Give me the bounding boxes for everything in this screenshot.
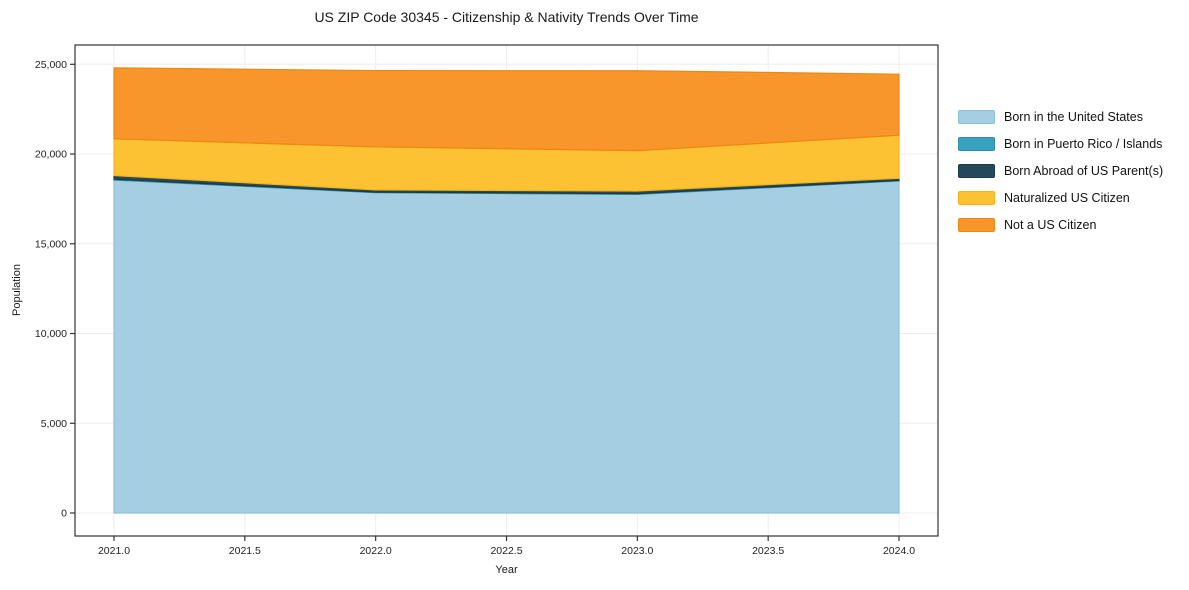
legend: Born in the United States Born in Puerto … <box>958 103 1163 238</box>
x-tick-label: 2021.5 <box>229 545 261 557</box>
legend-swatch <box>958 163 995 178</box>
x-tick-label: 2022.0 <box>360 545 392 557</box>
legend-item: Born Abroad of US Parent(s) <box>958 157 1163 184</box>
legend-swatch <box>958 136 995 151</box>
legend-item: Born in the United States <box>958 103 1163 130</box>
y-tick-label: 20,000 <box>35 149 67 161</box>
y-tick-label: 10,000 <box>35 328 67 340</box>
legend-swatch <box>958 217 995 232</box>
area-not-a-us-citizen <box>113 67 900 152</box>
y-tick-label: 5,000 <box>41 418 67 430</box>
legend-item: Born in Puerto Rico / Islands <box>958 130 1163 157</box>
y-tick-label: 0 <box>61 508 67 520</box>
legend-label: Not a US Citizen <box>1004 217 1097 232</box>
area-born-in-the-united-states <box>113 179 900 514</box>
legend-label: Born in the United States <box>1004 109 1143 124</box>
legend-swatch <box>958 190 995 205</box>
legend-item: Naturalized US Citizen <box>958 184 1163 211</box>
legend-item: Not a US Citizen <box>958 211 1163 238</box>
x-tick-label: 2021.0 <box>98 545 130 557</box>
legend-label: Born Abroad of US Parent(s) <box>1004 163 1164 178</box>
chart-title: US ZIP Code 30345 - Citizenship & Nativi… <box>314 9 699 25</box>
legend-label: Born in Puerto Rico / Islands <box>1004 136 1163 151</box>
y-tick-label: 15,000 <box>35 238 67 250</box>
x-tick-label: 2023.0 <box>621 545 653 557</box>
legend-swatch <box>958 109 995 124</box>
legend-label: Naturalized US Citizen <box>1004 190 1130 205</box>
x-tick-label: 2022.5 <box>490 545 522 557</box>
x-tick-label: 2023.5 <box>752 545 784 557</box>
x-tick-label: 2024.0 <box>883 545 915 557</box>
x-axis-label: Year <box>495 564 518 576</box>
y-tick-label: 25,000 <box>35 59 67 71</box>
